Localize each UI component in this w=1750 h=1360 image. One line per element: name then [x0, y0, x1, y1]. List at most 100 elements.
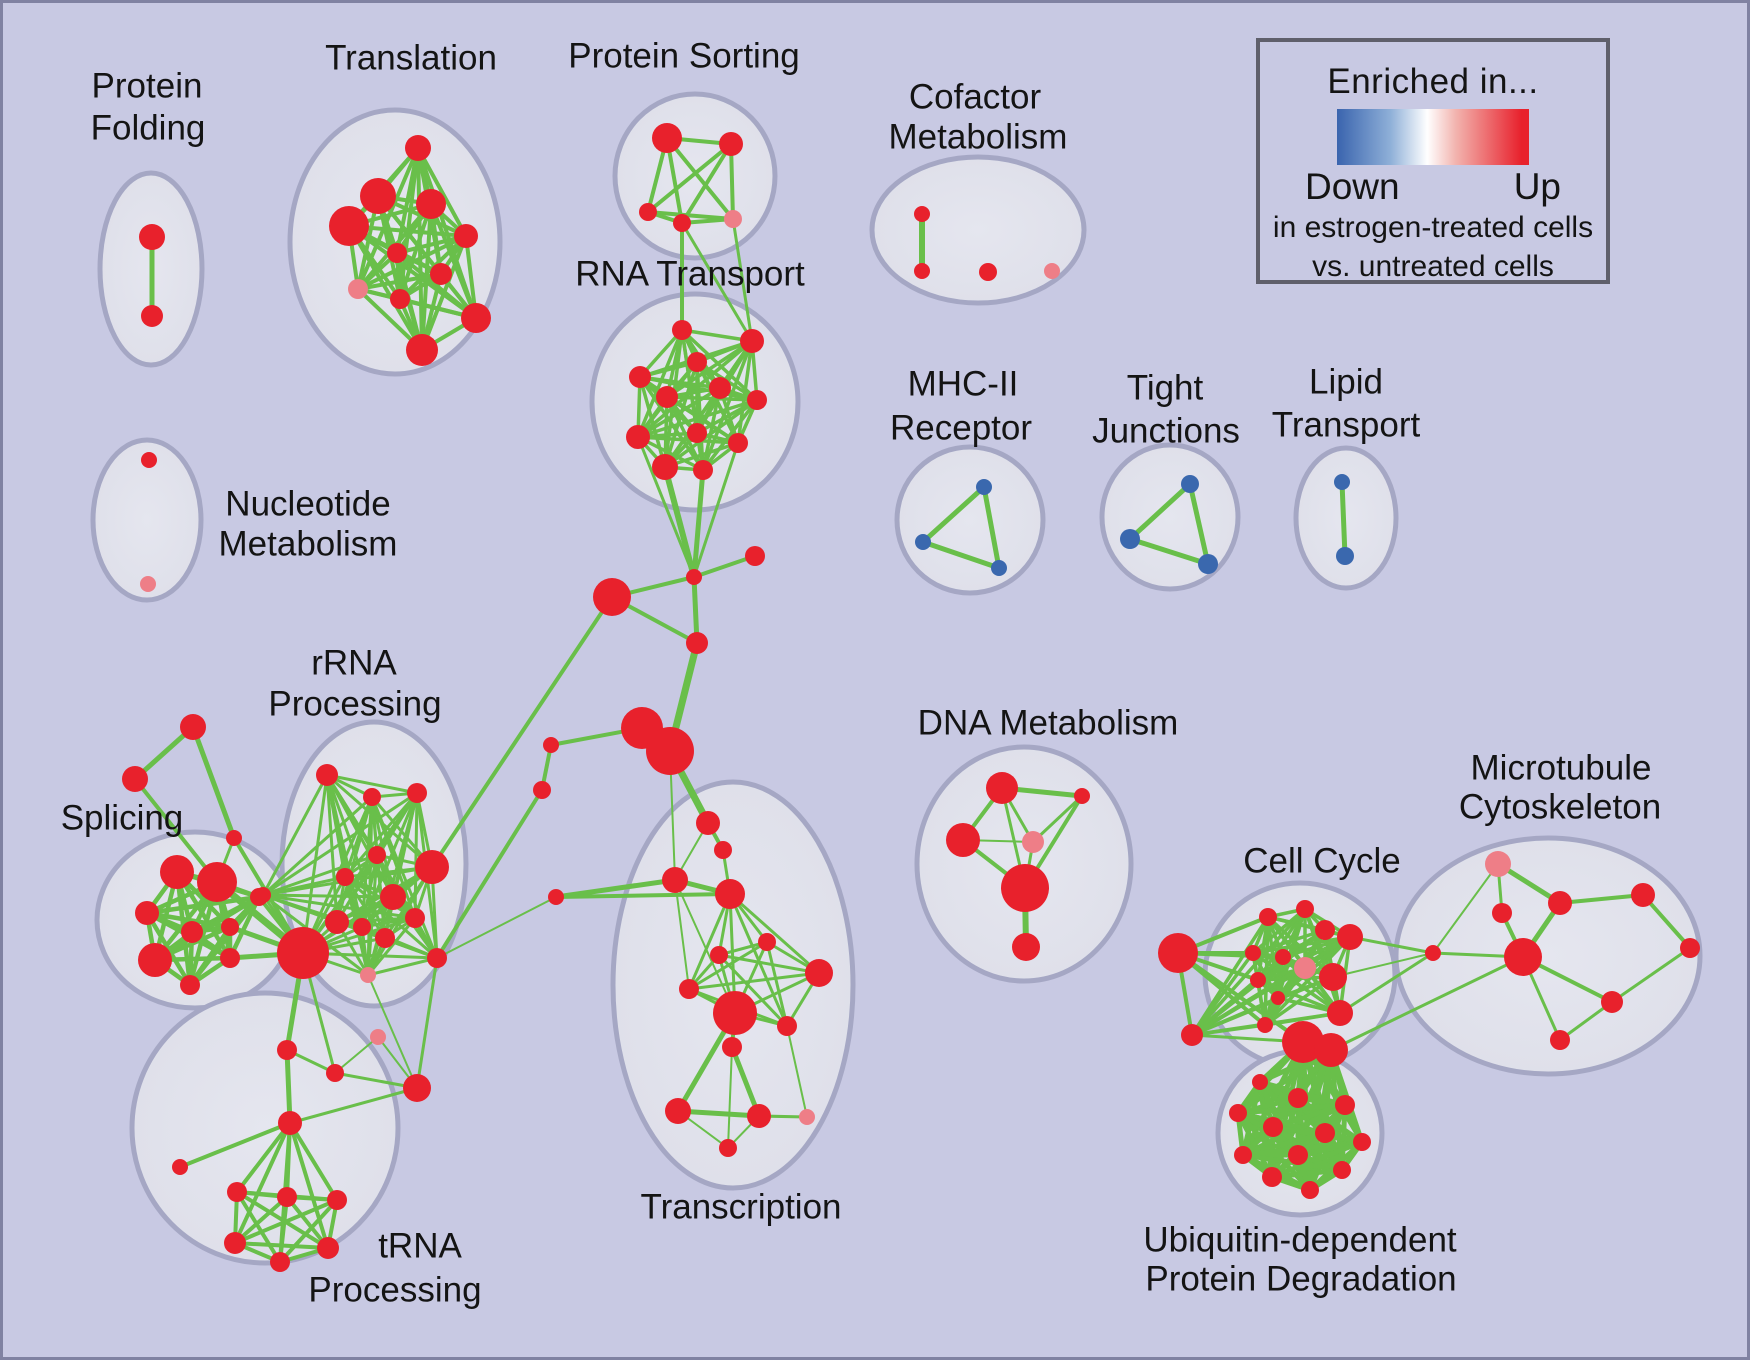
node-cf1[interactable]	[914, 206, 930, 222]
node-cf2[interactable]	[914, 263, 930, 279]
node-sp9[interactable]	[180, 975, 200, 995]
node-dm3[interactable]	[946, 823, 980, 857]
node-t6[interactable]	[387, 243, 407, 263]
node-rt10[interactable]	[728, 433, 748, 453]
node-t1[interactable]	[405, 135, 431, 161]
node-tc4[interactable]	[715, 879, 745, 909]
node-x2[interactable]	[122, 766, 148, 792]
node-ub2[interactable]	[1288, 1088, 1308, 1108]
node-tj2[interactable]	[1120, 529, 1140, 549]
node-nm2[interactable]	[140, 576, 156, 592]
node-rr15[interactable]	[360, 967, 376, 983]
node-tn2[interactable]	[172, 1159, 188, 1175]
node-rr6[interactable]	[336, 868, 354, 886]
node-br2[interactable]	[593, 578, 631, 616]
node-rr7[interactable]	[380, 884, 406, 910]
node-cc5[interactable]	[1245, 945, 1261, 961]
node-tn1[interactable]	[278, 1111, 302, 1135]
node-sp8[interactable]	[220, 948, 240, 968]
node-tc14[interactable]	[747, 1104, 771, 1128]
node-tn8[interactable]	[224, 1232, 246, 1254]
node-cc6[interactable]	[1275, 949, 1291, 965]
node-rt8[interactable]	[687, 423, 707, 443]
node-tc8[interactable]	[805, 959, 833, 987]
node-cc4[interactable]	[1315, 920, 1335, 940]
node-ub8[interactable]	[1234, 1146, 1252, 1164]
node-cc11[interactable]	[1257, 1017, 1273, 1033]
node-ps2[interactable]	[719, 132, 743, 156]
node-tc7[interactable]	[710, 946, 728, 964]
node-rr5[interactable]	[415, 850, 449, 884]
node-rr2[interactable]	[363, 788, 381, 806]
node-ub1[interactable]	[1252, 1074, 1268, 1090]
node-ub9[interactable]	[1288, 1145, 1308, 1165]
node-nm1[interactable]	[141, 452, 157, 468]
node-tn7[interactable]	[327, 1190, 347, 1210]
node-mh2[interactable]	[915, 534, 931, 550]
node-rr1[interactable]	[316, 764, 338, 786]
node-t8[interactable]	[348, 279, 368, 299]
node-t3[interactable]	[416, 189, 446, 219]
node-xj[interactable]	[226, 830, 242, 846]
node-ub12[interactable]	[1301, 1181, 1319, 1199]
node-tc16[interactable]	[719, 1139, 737, 1157]
node-tc11[interactable]	[777, 1016, 797, 1036]
node-tn9[interactable]	[317, 1237, 339, 1259]
node-mt1[interactable]	[1485, 851, 1511, 877]
node-tc12[interactable]	[722, 1037, 742, 1057]
node-sp4[interactable]	[181, 921, 203, 943]
node-dm1[interactable]	[986, 772, 1018, 804]
node-ub6[interactable]	[1315, 1123, 1335, 1143]
node-ub11[interactable]	[1262, 1167, 1282, 1187]
node-tc9[interactable]	[679, 979, 699, 999]
node-dm5[interactable]	[1001, 864, 1049, 912]
node-rr3[interactable]	[407, 783, 427, 803]
node-cc14[interactable]	[1337, 924, 1363, 950]
node-t4[interactable]	[329, 206, 369, 246]
node-cc9[interactable]	[1250, 972, 1266, 988]
node-bh2[interactable]	[646, 727, 694, 775]
node-rt4[interactable]	[629, 366, 651, 388]
node-ps3[interactable]	[639, 203, 657, 221]
node-cc1[interactable]	[1158, 933, 1198, 973]
node-sp1[interactable]	[160, 855, 194, 889]
node-sp5[interactable]	[221, 918, 239, 936]
node-sp7[interactable]	[138, 943, 172, 977]
node-tn3[interactable]	[277, 1040, 297, 1060]
node-dm4[interactable]	[1022, 831, 1044, 853]
node-tj3[interactable]	[1198, 554, 1218, 574]
node-rr12[interactable]	[375, 928, 395, 948]
node-mt9[interactable]	[1550, 1030, 1570, 1050]
node-ps4[interactable]	[673, 214, 691, 232]
node-cf4[interactable]	[1044, 263, 1060, 279]
node-cc3[interactable]	[1296, 900, 1314, 918]
node-mt7[interactable]	[1680, 938, 1700, 958]
node-tn5[interactable]	[227, 1182, 247, 1202]
node-cc7[interactable]	[1294, 957, 1316, 979]
node-ps5[interactable]	[724, 210, 742, 228]
node-tn12[interactable]	[370, 1029, 386, 1045]
node-cf3[interactable]	[979, 263, 997, 281]
node-pf2[interactable]	[141, 305, 163, 327]
node-tc2[interactable]	[714, 841, 732, 859]
node-tc5[interactable]	[548, 889, 564, 905]
node-rr4[interactable]	[368, 846, 386, 864]
node-tn4[interactable]	[326, 1064, 344, 1082]
node-br5[interactable]	[533, 781, 551, 799]
node-rr11[interactable]	[405, 908, 425, 928]
node-mt5[interactable]	[1425, 945, 1441, 961]
node-cc2[interactable]	[1259, 908, 1277, 926]
node-rt6[interactable]	[656, 386, 678, 408]
node-t5[interactable]	[454, 224, 478, 248]
node-lp1[interactable]	[1334, 474, 1350, 490]
node-mt3[interactable]	[1492, 903, 1512, 923]
node-tc3[interactable]	[662, 867, 688, 893]
node-ub10[interactable]	[1333, 1161, 1351, 1179]
node-rt2[interactable]	[740, 329, 764, 353]
node-sp3[interactable]	[135, 901, 159, 925]
node-tc13[interactable]	[665, 1098, 691, 1124]
node-mt2[interactable]	[1548, 891, 1572, 915]
node-ps1[interactable]	[652, 123, 682, 153]
node-rt9[interactable]	[626, 425, 650, 449]
node-br3[interactable]	[745, 546, 765, 566]
